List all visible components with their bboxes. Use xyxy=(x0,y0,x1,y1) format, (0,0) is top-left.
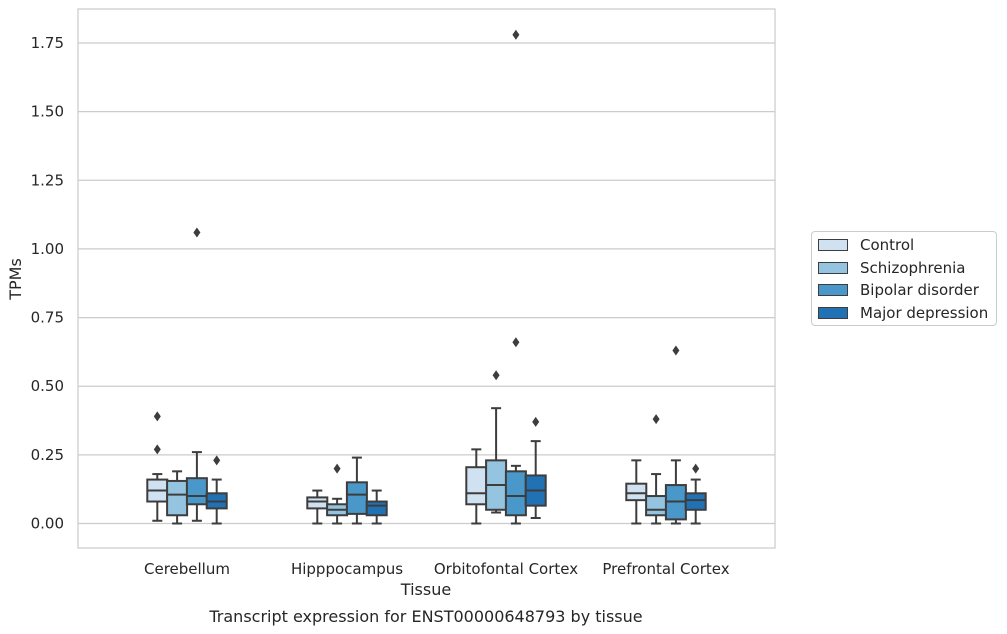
legend-swatch xyxy=(818,239,848,251)
x-tick-labels: Cerebellum Hipppocampus Orbitofontal Corte… xyxy=(144,560,730,578)
legend-item: Major depression xyxy=(818,303,988,323)
chart-caption: Transcript expression for ENST0000064879… xyxy=(208,607,642,626)
plot-frame xyxy=(77,8,776,549)
y-tick-labels: 0.00 0.25 0.50 0.75 1.00 1.25 1.50 1.75 xyxy=(31,34,64,533)
box-iqr xyxy=(166,479,189,517)
box-iqr xyxy=(465,466,488,506)
box-2-1 xyxy=(485,370,508,514)
box-3-3 xyxy=(684,463,707,525)
box-iqr xyxy=(645,495,668,517)
box-2-3 xyxy=(524,416,547,520)
box-iqr xyxy=(306,496,329,510)
box-2-0 xyxy=(465,448,488,525)
box-1-0 xyxy=(306,489,329,525)
box-iqr xyxy=(345,481,368,515)
outlier-point xyxy=(652,414,660,425)
legend-swatch xyxy=(818,306,848,319)
box-0-2 xyxy=(185,227,208,522)
legend-label: Control xyxy=(860,236,915,254)
legend-item: Bipolar disorder xyxy=(818,280,979,300)
box-iqr xyxy=(504,470,527,517)
outlier-point xyxy=(492,370,500,381)
outlier-point xyxy=(333,463,341,474)
legend-item: Schizophrenia xyxy=(818,258,965,278)
outlier-point xyxy=(153,411,161,422)
y-tick-label: 1.50 xyxy=(31,103,64,121)
y-tick-label: 0.25 xyxy=(31,446,64,464)
box-0-3 xyxy=(205,455,228,525)
outlier-point xyxy=(153,444,161,455)
grid-lines xyxy=(78,42,775,525)
y-axis-label: TPMs xyxy=(6,258,25,301)
box-3-1 xyxy=(645,414,668,525)
legend-swatch xyxy=(818,261,848,274)
y-tick-label: 1.25 xyxy=(31,171,64,189)
legend-label: Major depression xyxy=(860,303,989,322)
y-tick-label: 1.00 xyxy=(31,240,64,258)
box-iqr xyxy=(185,477,208,506)
outlier-point xyxy=(512,337,520,348)
box-0-0 xyxy=(146,411,169,522)
box-3-2 xyxy=(664,345,687,525)
box-1-1 xyxy=(326,463,349,525)
x-tick-label: Orbitofontal Cortex xyxy=(434,560,578,578)
x-tick-label: Hipppocampus xyxy=(291,560,403,578)
box-iqr xyxy=(365,500,388,517)
outlier-point xyxy=(193,227,201,238)
outlier-point xyxy=(532,416,540,427)
legend-swatch xyxy=(818,284,848,296)
y-tick-label: 0.00 xyxy=(31,515,64,533)
x-tick-label: Cerebellum xyxy=(144,560,230,578)
box-groups xyxy=(146,29,707,525)
legend-item: Control xyxy=(818,235,914,255)
outlier-point xyxy=(512,29,520,40)
legend-label: Bipolar disorder xyxy=(860,281,979,299)
box-0-1 xyxy=(166,470,189,525)
box-3-0 xyxy=(625,459,648,525)
legend: Control Schizophrenia Bipolar disorder Majo… xyxy=(811,231,997,326)
x-tick-label: Prefrontal Cortex xyxy=(602,560,729,578)
y-tick-label: 1.75 xyxy=(31,34,64,52)
y-tick-label: 0.50 xyxy=(31,377,64,395)
box-2-2 xyxy=(504,29,527,525)
outlier-point xyxy=(692,463,700,474)
legend-label: Schizophrenia xyxy=(860,258,966,277)
box-1-3 xyxy=(365,489,388,525)
box-iqr xyxy=(684,492,707,511)
x-axis-label: Tissue xyxy=(400,580,451,599)
outlier-point xyxy=(213,455,221,466)
box-1-2 xyxy=(345,456,368,525)
box-iqr xyxy=(625,482,648,502)
y-tick-label: 0.75 xyxy=(31,309,64,327)
outlier-point xyxy=(672,345,680,356)
